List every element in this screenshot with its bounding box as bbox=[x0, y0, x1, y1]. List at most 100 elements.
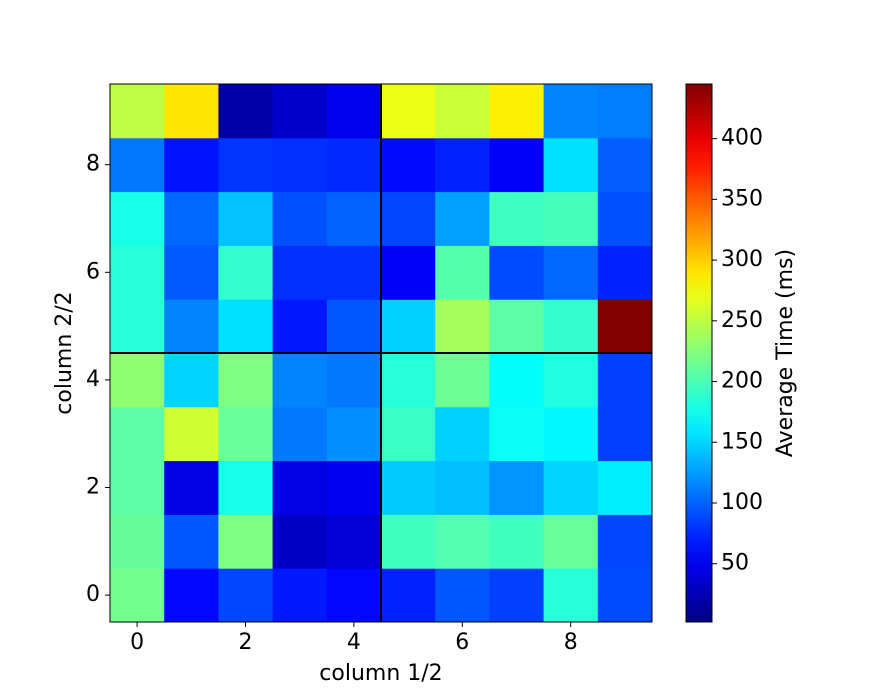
heatmap-cell bbox=[597, 568, 653, 623]
x-tick-label: 4 bbox=[347, 630, 361, 655]
heatmap-cell bbox=[543, 245, 599, 300]
heatmap-cell bbox=[543, 514, 599, 569]
heatmap-cell bbox=[597, 299, 653, 354]
heatmap-cell bbox=[543, 460, 599, 515]
colorbar-tick-label: 200 bbox=[721, 369, 763, 394]
heatmap-cell bbox=[272, 299, 328, 354]
heatmap-cell bbox=[543, 568, 599, 623]
heatmap-cell bbox=[326, 191, 382, 246]
heatmap-cell bbox=[218, 568, 274, 623]
heatmap-cell bbox=[435, 299, 490, 354]
heatmap-cell bbox=[435, 137, 490, 193]
heatmap-cell bbox=[326, 137, 382, 193]
heatmap-cell bbox=[272, 460, 328, 515]
heatmap-cell bbox=[326, 299, 382, 354]
heatmap-cell bbox=[381, 460, 436, 515]
heatmap-cell bbox=[381, 84, 436, 139]
y-tick-label: 8 bbox=[86, 152, 100, 177]
heatmap-cell bbox=[435, 568, 490, 623]
heatmap-cell bbox=[164, 460, 219, 515]
colorbar-tick-label: 300 bbox=[721, 247, 763, 272]
heatmap-cell bbox=[489, 245, 545, 300]
colorbar-tick-label: 150 bbox=[721, 429, 763, 454]
heatmap-cell bbox=[543, 353, 599, 408]
heatmap-cell bbox=[218, 299, 274, 354]
heatmap-cell bbox=[435, 84, 490, 139]
heatmap-cell bbox=[326, 406, 382, 462]
heatmap-cell bbox=[164, 353, 219, 408]
heatmap-cell bbox=[272, 245, 328, 300]
heatmap-cell bbox=[543, 84, 599, 139]
colorbar bbox=[685, 83, 713, 623]
plot-frame bbox=[109, 83, 653, 623]
colorbar-tick-label: 50 bbox=[721, 551, 749, 576]
heatmap-cell bbox=[110, 245, 165, 300]
y-tick-label: 6 bbox=[86, 259, 100, 284]
heatmap-cell bbox=[597, 514, 653, 569]
heatmap-cell bbox=[435, 460, 490, 515]
x-tick-label: 0 bbox=[130, 630, 144, 655]
heatmap-cell bbox=[326, 84, 382, 139]
heatmap-cell bbox=[326, 353, 382, 408]
heatmap-cell bbox=[435, 191, 490, 246]
heatmap-cell bbox=[164, 137, 219, 193]
heatmap-cell bbox=[435, 245, 490, 300]
heatmap-cell bbox=[110, 514, 165, 569]
heatmap-cell bbox=[543, 191, 599, 246]
heatmap-cell bbox=[543, 299, 599, 354]
heatmap-cell bbox=[381, 406, 436, 462]
heatmap-cell bbox=[272, 191, 328, 246]
heatmap-cell bbox=[164, 406, 219, 462]
x-tick-label: 2 bbox=[239, 630, 253, 655]
heatmap-cell bbox=[381, 137, 436, 193]
heatmap-cell bbox=[381, 191, 436, 246]
heatmap-cell bbox=[164, 191, 219, 246]
heatmap-cell bbox=[489, 353, 545, 408]
colorbar-tick-label: 250 bbox=[721, 308, 763, 333]
heatmap-cell bbox=[218, 191, 274, 246]
heatmap-cell bbox=[489, 191, 545, 246]
y-tick-label: 0 bbox=[86, 582, 100, 607]
heatmap-cell bbox=[272, 514, 328, 569]
y-tick-label: 4 bbox=[86, 367, 100, 392]
heatmap-cell bbox=[110, 137, 165, 193]
heatmap-cell bbox=[218, 406, 274, 462]
heatmap-cell bbox=[164, 299, 219, 354]
heatmap-cell bbox=[326, 245, 382, 300]
heatmap-cell bbox=[489, 514, 545, 569]
x-tick-label: 8 bbox=[564, 630, 578, 655]
heatmap-cell bbox=[489, 137, 545, 193]
colorbar-tick-label: 400 bbox=[721, 126, 763, 151]
heatmap-cell bbox=[218, 137, 274, 193]
heatmap-cell bbox=[110, 84, 165, 139]
heatmap-cell bbox=[326, 460, 382, 515]
heatmap-cell bbox=[543, 406, 599, 462]
heatmap-cell bbox=[218, 245, 274, 300]
heatmap-cell bbox=[597, 245, 653, 300]
heatmap-cell bbox=[110, 460, 165, 515]
heatmap-cell bbox=[272, 406, 328, 462]
heatmap-cell bbox=[110, 299, 165, 354]
heatmap-cell bbox=[164, 84, 219, 139]
heatmap-cell bbox=[218, 353, 274, 408]
heatmap-cell bbox=[218, 84, 274, 139]
y-tick-label: 2 bbox=[86, 475, 100, 500]
heatmap-cell bbox=[489, 568, 545, 623]
heatmap-cell bbox=[489, 406, 545, 462]
heatmap-cell bbox=[110, 568, 165, 623]
x-tick-label: 6 bbox=[455, 630, 469, 655]
heatmap-cell bbox=[435, 514, 490, 569]
heatmap-cell bbox=[597, 353, 653, 408]
y-axis-label: column 2/2 bbox=[52, 291, 77, 414]
heatmap-cell bbox=[272, 84, 328, 139]
colorbar-tick-label: 350 bbox=[721, 186, 763, 211]
heatmap-cell bbox=[272, 353, 328, 408]
heatmap-cell bbox=[381, 568, 436, 623]
heatmap-cell bbox=[489, 299, 545, 354]
heatmap-cell bbox=[164, 514, 219, 569]
heatmap-cell bbox=[164, 245, 219, 300]
heatmap-cell bbox=[435, 406, 490, 462]
heatmap-cell bbox=[272, 137, 328, 193]
